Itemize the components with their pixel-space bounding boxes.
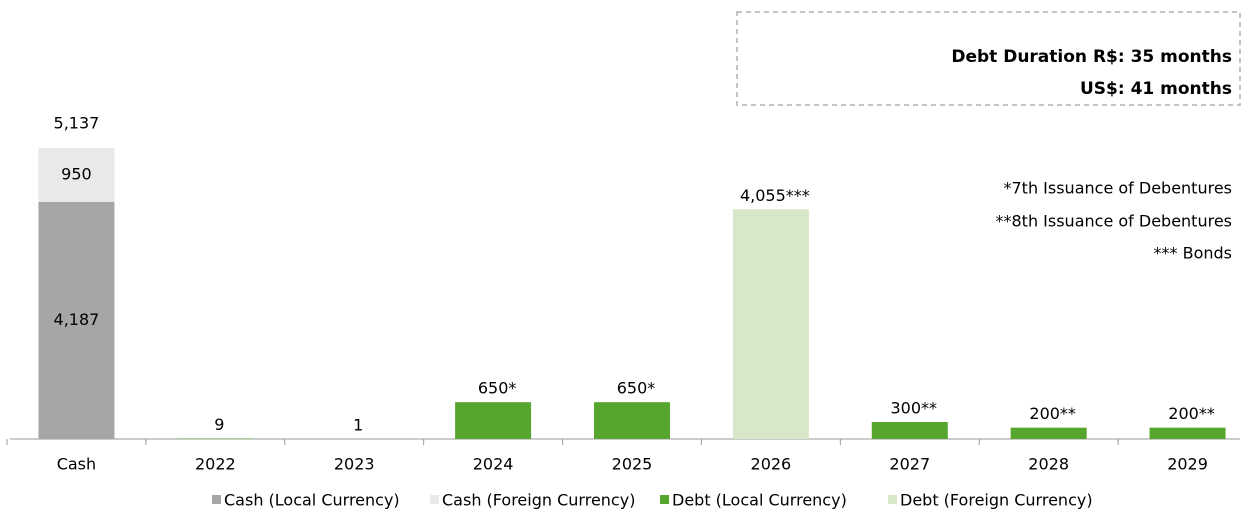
- data-label: 4,055***: [740, 186, 810, 205]
- note: *7th Issuance of Debentures: [1003, 179, 1232, 198]
- data-label: 650*: [478, 379, 517, 398]
- bar: [38, 148, 115, 202]
- legend-label: Debt (Local Currency): [672, 491, 847, 510]
- legend-swatch: [430, 495, 439, 504]
- bar: [177, 438, 254, 439]
- bar: [871, 422, 948, 439]
- x-tick-label: 2025: [612, 455, 653, 474]
- duration-text: Debt Duration R$: 35 months: [951, 47, 1232, 67]
- legend-swatch: [212, 495, 221, 504]
- legend-label: Cash (Local Currency): [224, 491, 400, 510]
- bar: [455, 402, 532, 439]
- x-tick-label: 2023: [334, 455, 375, 474]
- bar: [594, 402, 670, 439]
- legend-swatch: [660, 495, 669, 504]
- total-label: 5,137: [54, 114, 100, 133]
- legend-label: Debt (Foreign Currency): [900, 491, 1093, 510]
- bar: [1010, 427, 1087, 439]
- duration-text: US$: 41 months: [1080, 79, 1232, 99]
- data-label: 1: [353, 415, 363, 434]
- x-tick-label: 2029: [1167, 455, 1208, 474]
- data-label: 200**: [1168, 404, 1215, 423]
- data-label: 300**: [891, 399, 938, 418]
- data-label: 650*: [617, 379, 656, 398]
- note: **8th Issuance of Debentures: [995, 212, 1232, 231]
- x-tick-label: 2027: [889, 455, 930, 474]
- legend-label: Cash (Foreign Currency): [442, 491, 635, 510]
- data-label: 9: [214, 415, 224, 434]
- x-tick-label: 2026: [751, 455, 792, 474]
- data-label: 950: [61, 164, 92, 183]
- x-tick-label: 2022: [195, 455, 236, 474]
- x-tick-label: 2028: [1028, 455, 1069, 474]
- legend-swatch: [888, 495, 897, 504]
- bar: [38, 201, 115, 439]
- bar: [732, 209, 809, 439]
- note: *** Bonds: [1154, 244, 1232, 263]
- data-label: 4,187: [54, 310, 100, 329]
- x-tick-label: Cash: [57, 455, 96, 474]
- duration-box: [736, 11, 1241, 106]
- data-label: 200**: [1029, 404, 1076, 423]
- bar: [1149, 427, 1226, 439]
- x-tick-label: 2024: [473, 455, 514, 474]
